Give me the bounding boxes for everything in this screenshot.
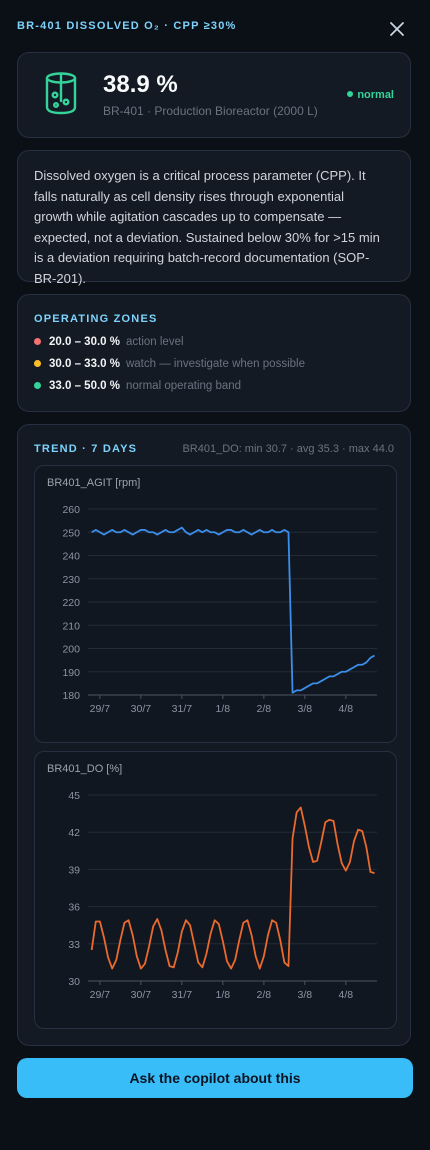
chart-box: BR401_DO [%] 30 33 36 39 42 45 29/7 30/7 31/7 1/8 2… <box>34 751 397 1029</box>
zone-range: 30.0 – 33.0 % <box>49 358 120 370</box>
x-tick-label: 4/8 <box>339 703 354 715</box>
x-tick-label: 30/7 <box>131 703 152 715</box>
summary-card: 38.9 % BR-401 · Production Bioreactor (2… <box>17 52 411 138</box>
chart-title: BR401_DO [%] <box>47 763 122 775</box>
series-line <box>91 526 375 694</box>
value: 38.9 % <box>103 71 178 98</box>
zone-range: 33.0 – 50.0 % <box>49 380 120 392</box>
x-tick-label: 30/7 <box>131 989 152 1001</box>
y-tick-label: 260 <box>62 504 80 516</box>
x-tick-label: 31/7 <box>172 703 193 715</box>
ask-copilot-button[interactable]: Ask the copilot about this <box>17 1058 413 1098</box>
chart-title: BR401_AGIT [rpm] <box>47 477 140 489</box>
description-card: Dissolved oxygen is a critical process p… <box>17 150 411 286</box>
trend-card: TREND · 7 DAYS BR401_DO: min 30.7 · avg … <box>17 424 411 1046</box>
x-tick-label: 1/8 <box>216 989 231 1001</box>
y-tick-label: 210 <box>62 620 80 632</box>
trend-stats: BR401_DO: min 30.7 · avg 35.3 · max 44.0 <box>182 443 394 455</box>
x-tick-label: 1/8 <box>216 703 231 715</box>
zones-card: OPERATING ZONES 20.0 – 30.0 % action leve… <box>17 294 411 412</box>
status: normal <box>347 89 394 101</box>
x-tick-label: 29/7 <box>90 989 111 1001</box>
subtitle: BR-401 · Production Bioreactor (2000 L) <box>103 104 318 118</box>
zone-label: watch — investigate when possible <box>125 358 305 370</box>
zone-dot <box>34 338 41 345</box>
zone-label: action level <box>125 336 184 348</box>
zone-label: normal operating band <box>125 380 242 392</box>
zones-title: OPERATING ZONES <box>34 313 158 325</box>
chart: BR401_DO [%] 30 33 36 39 42 45 29/7 30/7 31/7 1/8 2… <box>47 763 377 1001</box>
zone-dot <box>34 382 41 389</box>
panel-title: BR-401 DISSOLVED O₂ · CPP ≥30% <box>17 20 237 32</box>
y-tick-label: 39 <box>68 864 80 876</box>
chart: BR401_AGIT [rpm] 180 190 200 210 220 230 240 250… <box>47 477 377 715</box>
zone-dot <box>34 360 41 367</box>
description: Dissolved oxygen is a critical process p… <box>34 168 380 286</box>
y-tick-label: 220 <box>62 597 80 609</box>
y-tick-label: 180 <box>62 690 80 702</box>
x-tick-label: 3/8 <box>298 703 313 715</box>
chart-box: BR401_AGIT [rpm] 180 190 200 210 220 230 240 250… <box>34 465 397 743</box>
zone: 20.0 – 30.0 % action level <box>34 336 184 348</box>
x-tick-label: 3/8 <box>298 989 313 1001</box>
y-tick-label: 30 <box>68 976 80 988</box>
series-line <box>90 806 375 970</box>
zone: 30.0 – 33.0 % watch — investigate when po… <box>34 358 305 370</box>
y-tick-label: 240 <box>62 551 80 563</box>
y-tick-label: 190 <box>62 667 80 679</box>
y-tick-label: 42 <box>68 827 80 839</box>
trend-title: TREND · 7 DAYS <box>34 443 138 455</box>
x-tick-label: 4/8 <box>339 989 354 1001</box>
close-button[interactable] <box>388 20 406 38</box>
x-tick-label: 2/8 <box>257 703 272 715</box>
y-tick-label: 33 <box>68 939 80 951</box>
zone: 33.0 – 50.0 % normal operating band <box>34 380 241 392</box>
y-tick-label: 200 <box>62 644 80 656</box>
zone-range: 20.0 – 30.0 % <box>49 336 120 348</box>
y-tick-label: 36 <box>68 902 80 914</box>
y-tick-label: 45 <box>68 790 80 802</box>
y-tick-label: 230 <box>62 574 80 586</box>
y-tick-label: 250 <box>62 527 80 539</box>
x-tick-label: 29/7 <box>90 703 111 715</box>
x-tick-label: 2/8 <box>257 989 272 1001</box>
bioreactor-icon <box>45 72 77 115</box>
x-tick-label: 31/7 <box>172 989 193 1001</box>
